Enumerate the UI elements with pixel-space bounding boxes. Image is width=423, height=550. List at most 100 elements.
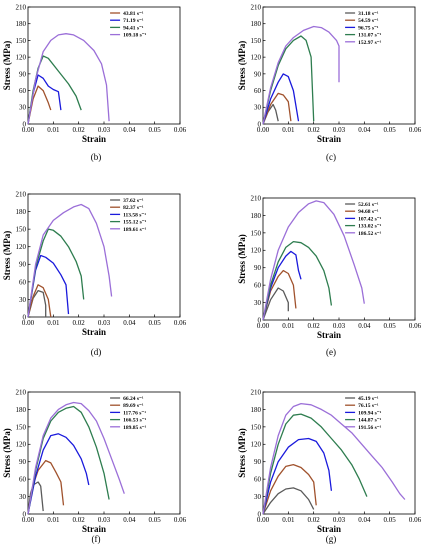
x-tick-label: 0.01 [47,319,60,327]
y-tick-label: 60 [19,278,27,286]
plot-frame [262,391,416,515]
y-tick-label: 120 [251,441,262,449]
legend-entry-0: 52.61 s⁻¹ [358,202,379,208]
series-line-0 [27,85,52,125]
y-tick-label: 120 [16,441,27,449]
series-line-3 [27,228,85,318]
x-tick-label: 0.01 [47,126,60,134]
y-tick-label: 150 [251,37,262,45]
y-tick-label: 30 [254,493,262,501]
plot-frame [27,193,181,318]
x-tick-label: 0.03 [98,319,111,327]
x-tick-label: 0.03 [333,126,346,134]
y-tick-label: 150 [251,423,262,431]
legend-entry-1: 82.37 s⁻¹ [123,205,144,211]
x-tick-label: 0.03 [333,516,346,524]
x-tick-label: 0.04 [123,516,136,524]
legend-entry-0: 37.62 s⁻¹ [123,198,144,204]
series-line-2 [27,433,90,515]
legend-entry-2: 109.94 s⁻¹ [358,410,382,416]
y-tick-label: 60 [254,87,262,95]
y-tick-label: 30 [254,299,262,307]
x-tick-label: 0.00 [22,516,35,524]
y-tick-label: 180 [251,406,262,414]
series-line-0 [262,287,289,321]
series-line-1 [262,92,292,125]
chart-panel-2: 0.00 0.01 0.02 0.03 0.04 0.05 0.06 0 30 60 90 120 15… [2,190,187,357]
y-tick-label: 60 [254,476,262,484]
x-tick-label: 0.05 [384,126,397,134]
y-tick-label: 90 [19,458,27,466]
series-line-4 [262,25,340,125]
series-line-3 [262,240,333,321]
y-tick-label: 90 [19,70,27,78]
x-tick-label: 0.06 [409,322,422,330]
legend-entry-1: 89.69 s⁻¹ [123,403,144,409]
x-tick-label: 0.02 [308,126,321,134]
x-tick-label: 0.05 [149,319,162,327]
y-tick-label: 120 [251,54,262,62]
y-tick-label: 120 [16,54,27,62]
x-tick-label: 0.04 [358,322,371,330]
x-axis-label: Strain [317,330,341,340]
y-tick-label: 30 [19,493,27,501]
y-tick-label: 30 [254,104,262,112]
legend-entry-4: 189.61 s⁻¹ [123,227,147,233]
y-tick-label: 0 [23,120,27,128]
x-tick-label: 0.00 [22,319,35,327]
x-tick-label: 0.00 [257,126,270,134]
x-tick-label: 0.02 [73,516,86,524]
legend-entry-4: 186.52 s⁻¹ [358,231,382,237]
legend-entry-3: 155.12 s⁻¹ [123,220,147,226]
legend-entry-2: 117.76 s⁻¹ [123,410,146,416]
x-axis-label: Strain [317,524,341,534]
y-tick-label: 0 [23,313,27,321]
series-line-4 [262,200,365,321]
x-tick-label: 0.04 [123,319,136,327]
legend-entry-2: 107.42 s⁻¹ [358,216,382,222]
x-tick-label: 0.01 [282,322,295,330]
y-tick-label: 120 [16,243,27,251]
x-tick-label: 0.02 [73,126,86,134]
y-axis-label: Stress (MPa) [237,41,247,91]
series-line-2 [27,254,70,318]
panel-label: (d) [91,347,102,357]
x-tick-label: 0.00 [22,126,35,134]
x-tick-label: 0.03 [98,126,111,134]
panel-label: (f) [92,534,101,544]
chart-panel-3: 0.00 0.01 0.02 0.03 0.04 0.05 0.06 0 30 60 90 120 15… [237,194,422,357]
y-tick-label: 180 [16,20,27,28]
x-tick-label: 0.01 [282,516,295,524]
series-line-4 [27,401,125,515]
y-tick-label: 120 [251,247,262,255]
legend-entry-4: 191.56 s⁻¹ [358,425,382,431]
y-tick-label: 210 [16,388,27,396]
series-line-3 [262,413,368,515]
y-tick-label: 60 [19,476,27,484]
series-line-1 [27,284,52,318]
panel-label: (g) [326,534,337,544]
series-line-3 [262,35,315,125]
x-axis-label: Strain [317,134,341,144]
y-axis-label: Stress (MPa) [2,231,12,281]
x-tick-label: 0.00 [257,322,270,330]
legend-entry-3: 133.02 s⁻¹ [358,224,382,230]
y-tick-label: 210 [16,190,27,198]
chart-panel-1: 0.00 0.01 0.02 0.03 0.04 0.05 0.06 0 30 60 90 120 15… [237,3,422,162]
x-tick-label: 0.05 [384,516,397,524]
y-axis-label: Stress (MPa) [237,428,247,478]
panel-label: (e) [326,347,336,357]
x-tick-label: 0.01 [282,126,295,134]
panel-label: (c) [326,152,336,162]
series-line-2 [262,250,302,321]
y-axis-label: Stress (MPa) [2,41,12,91]
x-tick-label: 0.03 [333,322,346,330]
series-line-4 [262,402,406,515]
series-line-1 [262,463,317,515]
x-tick-label: 0.04 [123,126,136,134]
y-tick-label: 180 [251,20,262,28]
legend-entry-2: 96.75 s⁻¹ [358,25,379,31]
y-tick-label: 210 [251,388,262,396]
legend-entry-2: 94.41 s⁻¹ [123,25,144,31]
x-tick-label: 0.05 [149,516,162,524]
